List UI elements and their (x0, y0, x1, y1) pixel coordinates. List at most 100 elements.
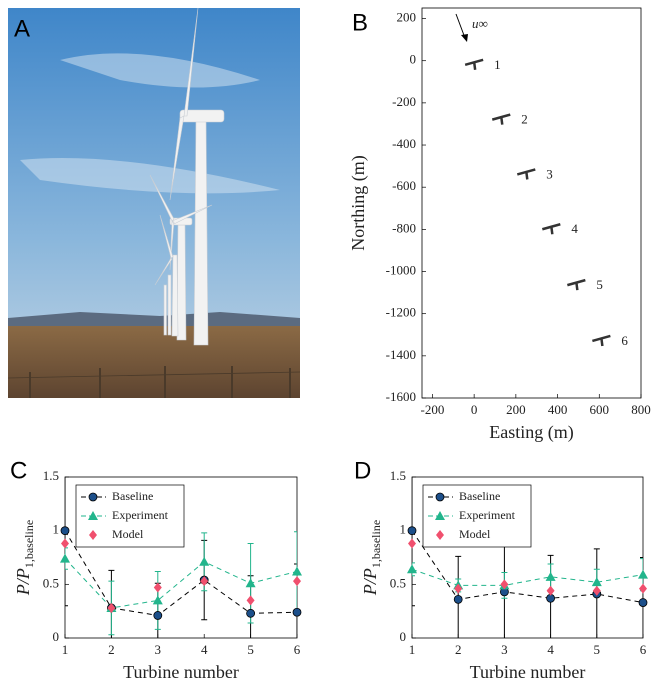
marker (61, 538, 69, 549)
marker (454, 583, 463, 594)
legend-marker (435, 492, 445, 502)
legend-label: Model (112, 527, 144, 541)
x-tick-label: 2 (455, 642, 462, 657)
marker (246, 608, 256, 618)
chart: D 1 2 3 4 5 6 0 0.5 1 1.5 Turbine number P/P1,baseli… (354, 457, 648, 682)
legend-label: Experiment (459, 508, 516, 522)
marker (407, 526, 417, 536)
legend-marker (436, 530, 444, 540)
marker (60, 526, 70, 536)
x-tick-label: 1 (62, 642, 69, 657)
turbine (516, 168, 536, 180)
x-tick-label: 200 (506, 402, 526, 417)
marker (153, 611, 163, 620)
error-bar (640, 557, 643, 638)
marker (591, 577, 602, 587)
marker (292, 566, 302, 576)
y-tick-label: 1 (400, 522, 407, 537)
legend-marker (435, 511, 445, 520)
marker (638, 569, 648, 579)
x-axis-label: Easting (m) (489, 422, 573, 443)
turbine (464, 58, 484, 70)
marker (152, 595, 163, 605)
marker (639, 583, 647, 594)
x-tick-label: 4 (201, 642, 208, 657)
panel-label: D (354, 457, 371, 484)
chart: C 1 2 3 4 5 6 0 0.5 1 1.5 Turbine number P/P1,baseli… (10, 457, 302, 682)
y-tick-label: 200 (397, 10, 417, 25)
legend-label: Experiment (112, 508, 169, 522)
marker (153, 582, 162, 593)
panel-label: C (10, 457, 27, 484)
turbine (541, 223, 561, 235)
arrow-head (461, 34, 468, 42)
x-tick-label: 6 (640, 642, 647, 657)
marker (200, 576, 209, 587)
marker (500, 579, 509, 590)
y-axis-label-sub: 1,baseline (369, 520, 383, 568)
point-label: 1 (494, 57, 501, 72)
x-tick-label: 0 (471, 402, 478, 417)
legend-marker (88, 492, 98, 502)
y-tick-label: -200 (392, 94, 416, 109)
x-tick-label: -200 (421, 402, 445, 417)
legend: Baseline Experiment Model (422, 484, 532, 548)
marker (246, 595, 255, 606)
marker (408, 538, 416, 549)
x-tick-label: 400 (548, 402, 568, 417)
arrow (455, 13, 466, 39)
y-axis-label-main: P/P (360, 568, 380, 596)
axes-frame (421, 7, 642, 399)
error-bar (294, 563, 297, 638)
marker (453, 594, 463, 604)
marker (293, 576, 301, 587)
y-tick-label: -1400 (386, 347, 416, 362)
legend-marker (89, 530, 97, 540)
series-line (65, 530, 297, 616)
x-tick-label: 5 (247, 642, 254, 657)
error-bar (65, 477, 68, 607)
y-tick-label: 0 (400, 629, 407, 644)
point-label: 2 (521, 112, 528, 127)
legend-label: Baseline (459, 489, 500, 503)
annotation: u∞ (472, 16, 488, 31)
y-tick-label: 0 (410, 52, 417, 67)
series-line (412, 568, 643, 586)
x-tick-label: 3 (155, 642, 162, 657)
y-axis-label-main: P/P (13, 568, 33, 596)
y-axis-label: P/P1,baseline (360, 520, 383, 596)
panel-label: A (14, 15, 30, 42)
series-line (65, 558, 297, 609)
point-label: 5 (596, 277, 603, 292)
x-axis-label: Turbine number (123, 662, 239, 682)
fence (7, 366, 301, 398)
legend-label: Model (459, 527, 491, 541)
turbine (491, 113, 511, 125)
marker (546, 585, 555, 596)
point-label: 6 (621, 333, 628, 348)
x-tick-label: 3 (501, 642, 508, 657)
y-tick-label: 0.5 (390, 575, 406, 590)
marker (292, 607, 302, 617)
y-tick-label: 0.5 (43, 575, 59, 590)
turbine (567, 278, 586, 291)
error-bar (412, 562, 415, 577)
error-bar (65, 547, 68, 570)
marker (592, 585, 601, 596)
y-tick-label: -400 (392, 136, 416, 151)
error-bar (412, 477, 415, 607)
turbine (592, 334, 611, 347)
x-tick-label: 6 (294, 642, 301, 657)
y-tick-label: -600 (392, 178, 416, 193)
y-tick-label: 1.5 (390, 468, 406, 483)
y-axis-label: Northing (m) (348, 155, 369, 250)
legend: Baseline Experiment Model (75, 484, 185, 548)
ground (8, 326, 300, 398)
turbines (149, 7, 225, 346)
hills (8, 312, 300, 330)
y-tick-label: -1200 (386, 305, 416, 320)
y-tick-label: -800 (392, 220, 416, 235)
y-tick-label: 0 (53, 629, 60, 644)
y-axis-label: P/P1,baseline (13, 520, 36, 596)
marker (546, 593, 556, 603)
